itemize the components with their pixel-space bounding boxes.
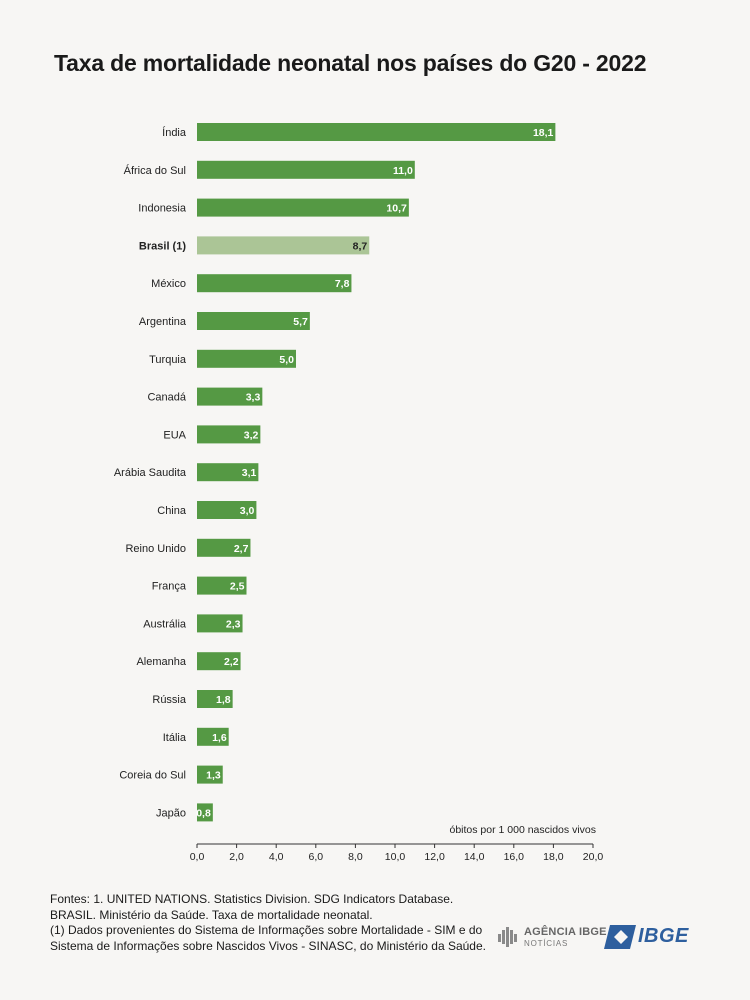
x-tick-label: 4,0 <box>269 851 284 863</box>
category-label: Arábia Saudita <box>114 467 187 479</box>
data-label: 0,8 <box>196 807 211 819</box>
data-label: 1,8 <box>216 694 231 706</box>
ibge-bars-icon <box>498 927 517 947</box>
x-tick-label: 10,0 <box>385 851 406 863</box>
bar <box>197 160 415 179</box>
x-tick-label: 0,0 <box>190 851 205 863</box>
category-label: México <box>151 278 186 290</box>
agencia-logo-sub: NOTÍCIAS <box>524 939 569 948</box>
footer-line: Sistema de Informações sobre Nascidos Vi… <box>50 938 486 953</box>
x-tick-label: 6,0 <box>308 851 323 863</box>
data-label: 8,7 <box>353 240 368 252</box>
bar <box>197 576 247 595</box>
data-label: 10,7 <box>386 203 407 215</box>
data-label: 3,2 <box>244 429 259 441</box>
bar <box>197 501 257 519</box>
category-label: Indonesia <box>138 203 187 215</box>
category-label: França <box>152 581 187 593</box>
category-label: Brasil (1) <box>139 240 186 252</box>
footer-line: (1) Dados provenientes do Sistema de Inf… <box>50 923 483 937</box>
category-label: EUA <box>163 429 186 441</box>
data-label: 11,0 <box>393 165 413 177</box>
data-label: 2,3 <box>226 618 241 630</box>
chart-title: Taxa de mortalidade neonatal nos países … <box>54 50 647 76</box>
bar <box>197 803 213 822</box>
category-label: Turquia <box>149 354 187 366</box>
data-label: 1,3 <box>206 770 221 782</box>
bar <box>197 727 229 746</box>
footer-notes: Fontes: 1. UNITED NATIONS. Statistics Di… <box>50 892 490 954</box>
agencia-ibge-logo: AGÊNCIA IBGE NOTÍCIAS <box>498 926 606 950</box>
x-tick-label: 20,0 <box>583 851 604 863</box>
x-axis-label: óbitos por 1 000 nascidos vivos <box>449 824 596 836</box>
bar <box>197 538 251 557</box>
data-label: 2,2 <box>224 656 239 668</box>
footer-line: Fontes: 1. UNITED NATIONS. Statistics Di… <box>50 892 454 906</box>
category-label: China <box>157 505 187 517</box>
category-label: Índia <box>162 126 187 139</box>
x-tick-label: 14,0 <box>464 851 485 863</box>
x-tick-label: 18,0 <box>543 851 564 863</box>
category-label: Japão <box>156 807 186 819</box>
x-tick-label: 2,0 <box>229 851 244 863</box>
x-tick-label: 16,0 <box>504 851 525 863</box>
category-label: Rússia <box>152 694 187 706</box>
category-label: Alemanha <box>136 656 186 668</box>
bar <box>197 765 223 784</box>
category-label: África do Sul <box>124 164 186 177</box>
bar <box>197 652 241 671</box>
bar <box>197 614 243 633</box>
data-label: 1,6 <box>212 732 227 744</box>
ibge-flag-icon <box>604 925 636 949</box>
category-label: Argentina <box>139 316 187 328</box>
data-label: 18,1 <box>533 127 554 139</box>
category-label: Coreia do Sul <box>119 770 186 782</box>
data-label: 3,3 <box>246 392 261 404</box>
data-label: 7,8 <box>335 278 350 290</box>
bar <box>197 425 261 444</box>
x-tick-label: 8,0 <box>348 851 363 863</box>
bar <box>197 463 259 482</box>
bar <box>197 274 352 293</box>
ibge-logo-name: IBGE <box>638 925 689 947</box>
bar <box>197 690 233 708</box>
agencia-logo-name: AGÊNCIA IBGE <box>524 926 607 938</box>
data-label: 3,1 <box>242 467 257 479</box>
bar-chart: Índia 18,1 África do Sul 11,0 Indonesia 10,7 B… <box>114 123 604 863</box>
category-label: Austrália <box>143 618 187 630</box>
data-label: 3,0 <box>240 505 255 517</box>
data-label: 2,7 <box>234 543 249 555</box>
category-label: Reino Unido <box>125 543 186 555</box>
bar <box>197 349 296 368</box>
bar <box>197 198 409 217</box>
data-label: 5,7 <box>293 316 308 328</box>
x-tick-label: 12,0 <box>424 851 445 863</box>
data-label: 5,0 <box>279 354 294 366</box>
bar <box>197 236 370 255</box>
data-label: 2,5 <box>230 581 245 593</box>
bar <box>197 387 263 406</box>
category-label: Itália <box>163 732 187 744</box>
category-label: Canadá <box>147 392 186 404</box>
bar <box>197 123 556 141</box>
bar <box>197 312 310 330</box>
footer-line: BRASIL. Ministério da Saúde. Taxa de mor… <box>50 907 373 922</box>
ibge-logo: IBGE <box>604 924 700 950</box>
